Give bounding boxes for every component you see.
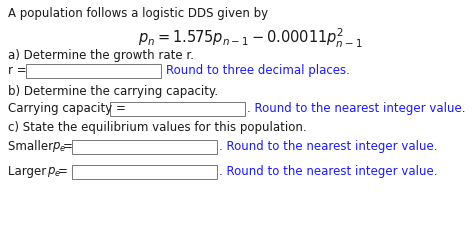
FancyBboxPatch shape xyxy=(110,102,245,116)
Text: . Round to the nearest integer value.: . Round to the nearest integer value. xyxy=(219,165,437,178)
FancyBboxPatch shape xyxy=(72,140,217,154)
Text: $p_e$: $p_e$ xyxy=(47,165,61,179)
Text: Larger: Larger xyxy=(8,165,50,178)
Text: =: = xyxy=(58,165,68,178)
Text: c) State the equilibrium values for this population.: c) State the equilibrium values for this… xyxy=(8,121,307,134)
Text: =: = xyxy=(63,140,73,153)
Text: Round to three decimal places.: Round to three decimal places. xyxy=(166,64,350,77)
Text: $p_e$: $p_e$ xyxy=(52,140,66,154)
Text: $p_n = 1.575p_{n-1} - 0.00011p_{n-1}^2$: $p_n = 1.575p_{n-1} - 0.00011p_{n-1}^2$ xyxy=(138,27,362,50)
Text: r =: r = xyxy=(8,64,27,77)
Text: A population follows a logistic DDS given by: A population follows a logistic DDS give… xyxy=(8,7,268,20)
FancyBboxPatch shape xyxy=(72,165,217,179)
Text: b) Determine the carrying capacity.: b) Determine the carrying capacity. xyxy=(8,85,218,98)
FancyBboxPatch shape xyxy=(26,64,161,78)
Text: Smaller: Smaller xyxy=(8,140,57,153)
Text: . Round to the nearest integer value.: . Round to the nearest integer value. xyxy=(247,102,466,115)
Text: . Round to the nearest integer value.: . Round to the nearest integer value. xyxy=(219,140,437,153)
Text: Carrying capacity =: Carrying capacity = xyxy=(8,102,126,115)
Text: a) Determine the growth rate r.: a) Determine the growth rate r. xyxy=(8,49,194,62)
